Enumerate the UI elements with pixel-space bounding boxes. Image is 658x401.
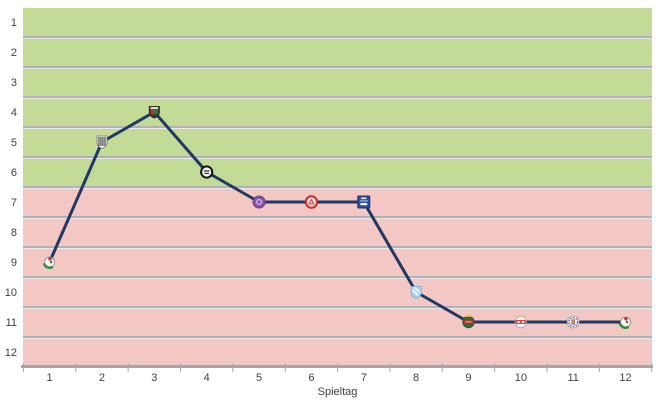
club-badge-green-crown-circle-icon — [462, 314, 475, 329]
x-tick-label: 3 — [151, 372, 157, 384]
y-tick-label: 2 — [11, 47, 17, 59]
x-tick-label: 8 — [413, 372, 419, 384]
y-tick-label: 9 — [11, 257, 17, 269]
club-badge-black-white-circle-icon — [200, 165, 214, 179]
x-tick-label: 2 — [99, 372, 105, 384]
club-badge-purple-circle-icon — [252, 194, 266, 209]
y-tick-label: 4 — [11, 107, 17, 119]
club-badge-ball-laurel-icon — [619, 316, 631, 329]
x-tick-label: 9 — [465, 372, 471, 384]
y-tick-label: 10 — [5, 287, 17, 299]
club-badge-red-green-crest-icon — [148, 106, 160, 119]
y-tick-label: 3 — [11, 77, 17, 89]
y-tick-label: 11 — [6, 317, 17, 329]
club-badge-striped-shield-icon — [96, 135, 108, 149]
club-badge-red-ring-triangle-icon — [304, 195, 319, 209]
x-tick-label: 4 — [204, 372, 210, 384]
y-tick-label: 12 — [5, 347, 17, 359]
position-line — [48, 110, 628, 324]
x-tick-label: 1 — [47, 372, 53, 384]
x-tick-label: 7 — [361, 372, 367, 384]
x-tick-label: 6 — [308, 372, 314, 384]
x-tick-label: 12 — [619, 372, 631, 384]
x-tick-label: 10 — [515, 372, 527, 384]
club-badge-white-red-band-icon — [514, 314, 528, 329]
x-tick-label: 5 — [256, 372, 262, 384]
club-badge-blue-square-icon — [357, 195, 371, 209]
club-badge-ball-laurel-icon — [43, 256, 55, 269]
y-tick-label: 5 — [11, 137, 17, 149]
club-badge-lightblue-shield-icon — [410, 286, 422, 300]
x-tick-label: 11 — [567, 372, 578, 384]
y-tick-label: 7 — [11, 197, 17, 209]
x-axis-title: Spieltag — [318, 386, 358, 398]
y-tick-label: 1 — [11, 17, 17, 29]
y-tick-label: 6 — [11, 167, 17, 179]
club-badge-purple-ring-gold-icon — [566, 315, 580, 329]
y-tick-label: 8 — [11, 227, 17, 239]
